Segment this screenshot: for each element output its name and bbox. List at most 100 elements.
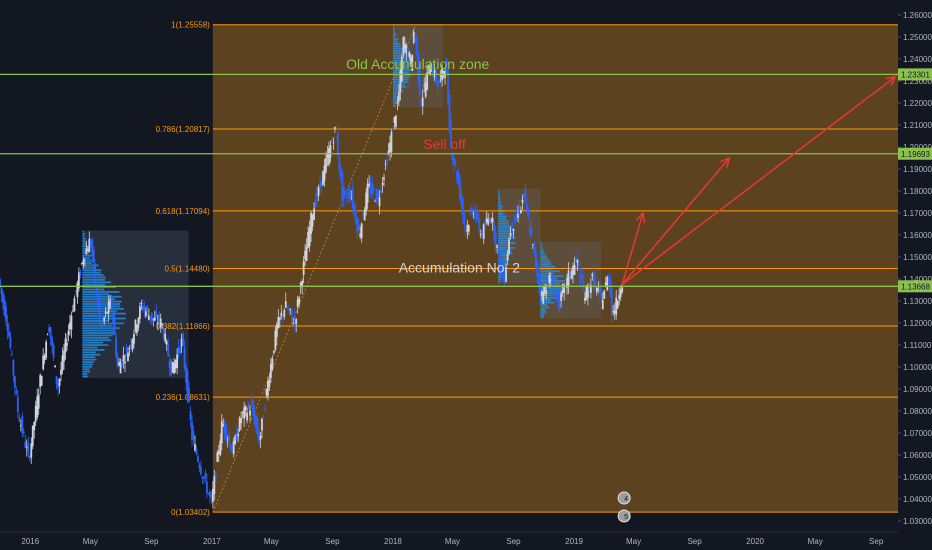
volume-profile-bar (498, 239, 509, 242)
candle-body (200, 466, 202, 475)
candle-body (131, 339, 134, 350)
candle-body (246, 412, 248, 421)
y-axis-tick-label: 1.25000 (903, 33, 932, 42)
candle-body (351, 188, 354, 208)
price-tag-label: 1.23301 (901, 70, 930, 79)
candle-body (28, 456, 31, 459)
volume-profile-bar (392, 42, 401, 45)
candle-body (274, 330, 277, 350)
volume-profile-bar (540, 268, 553, 270)
candle-body (570, 271, 573, 279)
candle-body (336, 133, 339, 157)
projection-arrow-head (719, 156, 731, 168)
candle-body (412, 31, 415, 43)
candle-body (536, 260, 539, 277)
candle-body (533, 242, 536, 253)
y-axis-tick-label: 1.09000 (903, 385, 932, 394)
candle-body (456, 171, 458, 180)
candle-body (390, 132, 393, 152)
candle-body (204, 473, 207, 478)
candle-body (488, 217, 491, 221)
candle-body (557, 290, 560, 307)
volume-profile-bar (82, 334, 113, 337)
candle-body (256, 418, 259, 435)
candle-body (115, 337, 117, 357)
y-axis-tick-label: 1.14000 (903, 275, 932, 284)
volume-profile-bar (540, 301, 555, 304)
candle-body (499, 253, 502, 270)
candle-body (83, 259, 86, 261)
candle-body (79, 272, 82, 276)
candle-body (325, 158, 327, 172)
candle-body (414, 36, 417, 39)
candle-body (210, 494, 213, 499)
volume-profile-bar (392, 28, 395, 31)
candle-body (313, 208, 315, 220)
candle-body (301, 280, 304, 287)
candle-body (433, 70, 436, 78)
candle-body (365, 192, 368, 211)
volume-profile-bar (540, 287, 562, 290)
volume-profile-bar (82, 329, 114, 332)
candle-body (2, 292, 4, 304)
candle-body (335, 137, 338, 138)
candle-body (76, 282, 79, 298)
volume-profile-bar (82, 288, 105, 291)
candle-body (6, 322, 9, 331)
candle-body (219, 440, 222, 455)
candle-body (195, 448, 198, 455)
volume-profile-bar (82, 276, 106, 279)
candle-body (597, 288, 600, 290)
candle-body (609, 276, 612, 294)
candle-body (216, 452, 219, 462)
candle-body (302, 261, 305, 275)
candle-body (371, 182, 373, 195)
candle-body (295, 319, 298, 325)
x-axis-group: 2016 May Sep 2017 May Sep 2018 May Sep 2019 May Sep… (0, 531, 932, 550)
volume-profile-bar (392, 64, 414, 67)
candle-body (149, 316, 152, 320)
volume-profile-bar (82, 281, 112, 284)
candle-body (170, 359, 173, 376)
candle-body (594, 278, 597, 284)
candle-body (445, 58, 448, 75)
candle-body (293, 316, 296, 324)
volume-profile-bar (82, 349, 105, 351)
fib-level-label: 0(1.03402) (171, 508, 210, 517)
candle-body (25, 447, 28, 449)
volume-profile-bar (82, 291, 120, 293)
candle-body (585, 286, 588, 300)
candle-body (476, 209, 479, 218)
candle-body (493, 223, 496, 239)
candle-body (374, 200, 376, 202)
candle-body (222, 424, 225, 427)
candle-body (420, 98, 423, 105)
candle-body (348, 189, 351, 197)
candle-body (448, 93, 451, 131)
fib-level-label: 0.382(1.11866) (156, 322, 210, 331)
candle-body (612, 311, 615, 313)
candle-body (22, 431, 25, 433)
y-axis-tick-label: 1.03000 (903, 517, 932, 526)
y-axis-tick-label: 1.15000 (903, 253, 932, 262)
volume-profile-bar (498, 196, 500, 198)
candle-body (106, 312, 109, 314)
candle-body (546, 278, 549, 289)
y-axis-tick-label: 1.23000 (903, 77, 932, 86)
volume-profile-bar (540, 270, 560, 273)
x-axis-tick-label: 2020 (746, 537, 764, 546)
candle-body (91, 239, 94, 257)
volume-profile-bar (82, 242, 88, 245)
candle-body (243, 407, 245, 419)
candle-body (229, 444, 232, 451)
candle-body (264, 408, 266, 410)
volume-profile-bar (540, 248, 544, 251)
candle-body (258, 430, 260, 443)
candle-body (119, 362, 122, 374)
candle-body (554, 293, 557, 295)
x-axis-tick-label: 2017 (203, 537, 221, 546)
candle-body (508, 239, 510, 255)
candle-body (436, 80, 439, 87)
